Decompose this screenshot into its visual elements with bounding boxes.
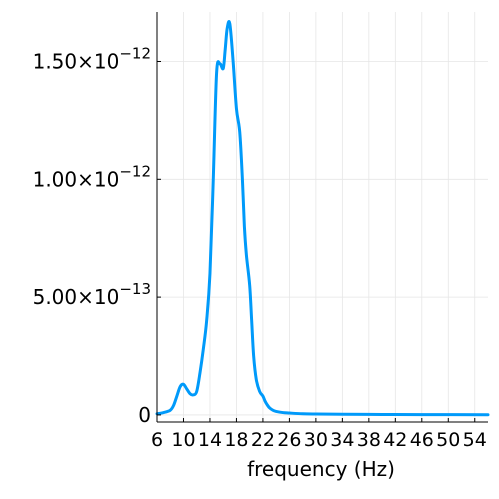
plot-series [155, 20, 490, 417]
x-axis-label: frequency (Hz) [247, 457, 395, 481]
x-tick-label-12: 54 [463, 429, 487, 451]
plot-axes [156, 12, 488, 423]
y-tick-label-0: 0 [138, 403, 151, 427]
x-tick-label-3: 18 [224, 429, 248, 451]
y-tick-label-2: 1.00×10−12 [33, 162, 151, 191]
x-tick-label-1: 10 [171, 429, 195, 451]
x-tick-label-2: 14 [198, 429, 222, 451]
y-tick-label-1: 5.00×10−13 [33, 280, 151, 309]
y-tick-label-3: 1.50×10−12 [33, 44, 151, 73]
x-tick-label-6: 30 [304, 429, 328, 451]
x-tick-label-5: 26 [277, 429, 301, 451]
series-line-0 [155, 20, 490, 417]
x-tick-label-10: 46 [410, 429, 434, 451]
grid-lines [156, 12, 488, 422]
y-tick-labels: 0 5.00×10−13 1.00×10−12 1.50×10−12 [33, 44, 151, 426]
x-tick-label-8: 38 [357, 429, 381, 451]
x-tick-label-4: 22 [251, 429, 275, 451]
x-tick-label-9: 42 [383, 429, 407, 451]
x-tick-label-7: 34 [330, 429, 354, 451]
x-tick-label-0: 6 [151, 429, 163, 451]
x-tick-label-11: 50 [436, 429, 460, 451]
x-tick-labels: 6 10 14 18 22 26 30 34 38 42 46 50 54 [151, 429, 487, 451]
